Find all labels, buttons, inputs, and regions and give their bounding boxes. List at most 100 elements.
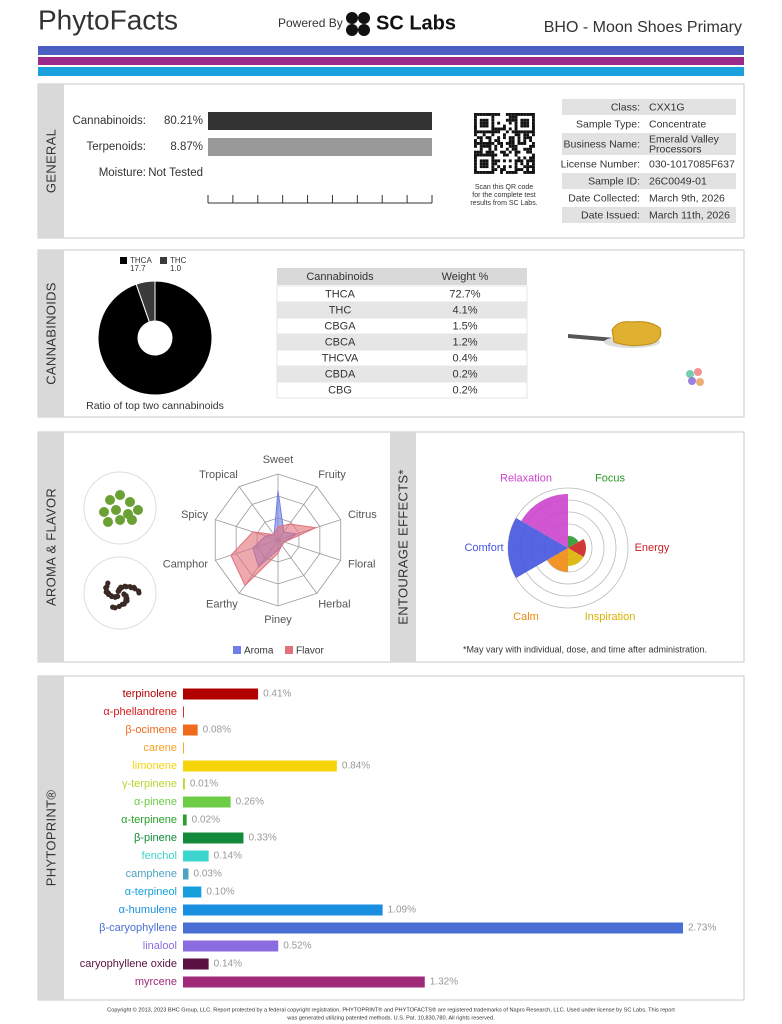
brand: PhytoFacts: [38, 4, 178, 35]
qr-cell: [532, 142, 535, 145]
qr-cell: [491, 133, 495, 137]
legend-label: THC: [170, 256, 187, 265]
qr-cell: [485, 153, 489, 157]
qr-cell: [479, 150, 483, 154]
qr-cell: [508, 144, 512, 148]
terpene-label: α-terpinene: [121, 814, 177, 826]
qr-caption: Scan this QR code: [475, 184, 533, 191]
qr-cell: [491, 171, 495, 174]
bar: [183, 688, 259, 700]
qr-cell: [520, 168, 524, 171]
qr-cell: [514, 159, 518, 163]
info-label: Class:: [611, 101, 640, 113]
qr-cell: [532, 171, 535, 174]
row-value: Not Tested: [148, 167, 203, 179]
qr-cell: [474, 115, 477, 119]
polar-sector: [507, 518, 568, 578]
qr-cell: [497, 130, 501, 134]
polar-sector: [521, 494, 568, 548]
section-tab: [38, 676, 64, 1000]
qr-cell: [511, 142, 515, 145]
qr-cell: [503, 159, 506, 163]
qr-cell: [482, 142, 486, 145]
legend-swatch: [233, 646, 241, 654]
qr-cell: [532, 159, 535, 163]
qr-cell: [485, 165, 489, 169]
terpene-label: myrcene: [135, 976, 177, 988]
qr-cell: [488, 113, 492, 116]
qr-cell: [532, 127, 535, 131]
radar-label: Sweet: [263, 454, 294, 466]
table-row-bg: [276, 381, 528, 399]
table-cell: 1.5%: [452, 320, 477, 332]
qr-cell: [491, 115, 495, 119]
stripe: [38, 46, 744, 55]
section-title: PHYTOPRINT®: [43, 790, 58, 887]
bar: [183, 814, 187, 826]
terpene-label: α-terpineol: [125, 886, 177, 898]
pepper-icon: [128, 585, 134, 591]
info-value: March 11th, 2026: [649, 209, 730, 221]
qr-cell: [514, 171, 518, 174]
bar: [183, 850, 209, 862]
qr-cell: [494, 130, 498, 134]
qr-cell: [491, 118, 495, 122]
pepper-icon: [119, 601, 125, 607]
qr-cell: [511, 139, 515, 142]
qr-cell: [511, 113, 515, 116]
row-label: Terpenoids:: [87, 141, 146, 153]
qr-cell: [491, 159, 495, 163]
qr-cell: [482, 165, 486, 169]
legend-swatch: [285, 646, 293, 654]
row-label: Moisture:: [99, 167, 146, 179]
terpene-label: terpinolene: [123, 688, 177, 700]
radar-spoke: [277, 539, 341, 561]
qr-cell: [491, 130, 495, 134]
qr-cell: [479, 147, 483, 151]
qr-cell: [476, 113, 480, 116]
donut-slice: [97, 280, 213, 396]
table-cell: 72.7%: [449, 288, 480, 300]
qr-cell: [485, 142, 489, 145]
qr-cell: [526, 159, 530, 163]
qr-cell: [485, 124, 489, 128]
radar-label: Floral: [348, 559, 376, 571]
qr-cell: [517, 142, 521, 145]
legend-value: 1.0: [170, 264, 182, 273]
legend-label: Aroma: [244, 646, 274, 657]
effect-label: Relaxation: [500, 473, 552, 485]
qr-cell: [500, 142, 503, 145]
qr-cell: [491, 113, 495, 116]
qr-cell: [508, 121, 512, 125]
qr-cell: [523, 171, 527, 174]
qr-cell: [514, 115, 518, 119]
qr-cell: [517, 150, 521, 154]
qr-cell: [505, 153, 509, 157]
qr-cell: [474, 127, 477, 131]
qr-cell: [485, 118, 489, 122]
qr-cell: [517, 156, 521, 160]
qr-cell: [494, 168, 498, 171]
qr-cell: [526, 113, 530, 116]
bar: [183, 832, 244, 844]
qr-cell: [488, 136, 492, 140]
terpene-label: fenchol: [142, 850, 177, 862]
qr-cell: [479, 124, 483, 128]
info-value: 030-1017085F637: [649, 158, 735, 170]
bar: [183, 706, 184, 718]
qr-cell: [482, 130, 486, 134]
qr-cell: [526, 162, 530, 166]
qr-cell: [526, 165, 530, 169]
qr-cell: [511, 144, 515, 148]
qr-cell: [514, 124, 518, 128]
radar-label: Herbal: [318, 599, 350, 611]
qr-cell: [526, 118, 530, 122]
effect-label: Calm: [513, 611, 539, 623]
info-value: Emerald Valley: [649, 133, 720, 145]
qr-cell: [514, 127, 518, 131]
product-name: BHO - Moon Shoes Primary: [544, 19, 742, 36]
terpene-label: α-humulene: [119, 904, 177, 916]
qr-cell: [479, 171, 483, 174]
value-label: 0.33%: [248, 833, 276, 844]
